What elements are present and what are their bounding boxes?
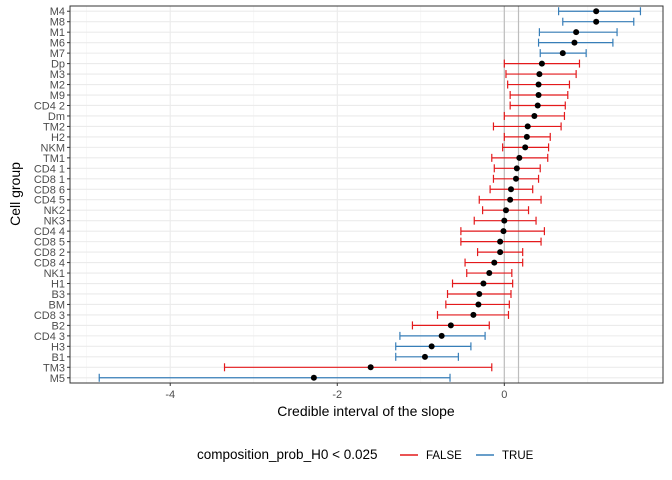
y-tick-label: NK1 <box>44 268 65 280</box>
estimate-point-h3 <box>428 343 435 350</box>
estimate-point-nk1 <box>486 270 493 277</box>
y-tick-label: CD8 3 <box>34 310 65 322</box>
y-tick-label: Dp <box>51 59 65 71</box>
y-tick-label: NKM <box>41 142 65 154</box>
estimate-point-cd4-2 <box>534 102 541 109</box>
y-tick-label: B1 <box>52 352 65 364</box>
y-tick-label: M1 <box>50 27 65 39</box>
y-tick-label: NK2 <box>44 205 65 217</box>
y-tick-label: B2 <box>52 320 65 332</box>
y-tick-label: M6 <box>50 38 65 50</box>
y-tick-label: H3 <box>51 341 65 353</box>
estimate-point-cd4-1 <box>513 165 520 172</box>
x-tick-label: -4 <box>165 389 175 401</box>
legend-title: composition_prob_H0 < 0.025 <box>197 447 378 462</box>
estimate-point-m7 <box>559 50 566 57</box>
estimate-point-cd8-3 <box>470 311 477 318</box>
estimate-point-tm3 <box>367 364 374 371</box>
y-tick-label: Dm <box>48 111 65 123</box>
y-tick-label: TM1 <box>43 153 65 165</box>
x-tick-label: -2 <box>332 389 342 401</box>
y-tick-label: CD8 6 <box>34 184 65 196</box>
estimate-point-h1 <box>480 280 487 287</box>
estimate-point-b2 <box>447 322 454 329</box>
y-tick-label: CD4 3 <box>34 331 65 343</box>
y-tick-label: CD8 5 <box>34 237 65 249</box>
legend-label-true: TRUE <box>502 450 534 462</box>
x-axis-ticks: -4 -2 0 <box>165 383 507 401</box>
y-tick-label: M7 <box>50 48 65 60</box>
estimate-point-cd8-4 <box>491 259 498 266</box>
y-tick-label: TM2 <box>43 121 65 133</box>
estimate-point-nk2 <box>502 207 509 214</box>
panel-border <box>69 5 664 384</box>
estimate-point-b3 <box>476 290 483 297</box>
legend: composition_prob_H0 < 0.025 FALSE TRUE <box>197 447 534 462</box>
y-tick-label: CD8 4 <box>34 258 65 270</box>
y-tick-label: CD4 1 <box>34 163 65 175</box>
y-tick-label: M9 <box>50 90 65 102</box>
x-axis-title: Credible interval of the slope <box>277 403 455 419</box>
y-tick-label: CD8 2 <box>34 247 65 259</box>
estimate-point-m4 <box>593 8 600 15</box>
estimate-point-b1 <box>421 353 428 360</box>
errorbar-m5 <box>98 373 451 382</box>
legend-entry-false: FALSE <box>400 450 462 462</box>
errorbar-m4 <box>557 7 642 16</box>
y-tick-label: H2 <box>51 132 65 144</box>
y-tick-label: CD8 1 <box>34 174 65 186</box>
x-tick-label: 0 <box>501 389 507 401</box>
estimate-point-nk3 <box>501 217 508 224</box>
estimate-point-cd4-5 <box>507 196 514 203</box>
y-tick-label: TM3 <box>43 362 65 374</box>
estimate-point-nkm <box>522 144 529 151</box>
y-axis-title: Cell group <box>7 162 23 226</box>
y-tick-label: H1 <box>51 279 65 291</box>
estimate-point-tm2 <box>524 123 531 130</box>
estimate-point-tm1 <box>516 154 523 161</box>
estimate-point-cd8-2 <box>497 249 504 256</box>
estimate-point-m3 <box>536 71 543 78</box>
estimate-point-cd8-1 <box>513 175 520 182</box>
estimate-point-dp <box>538 60 545 67</box>
estimate-point-cd4-4 <box>500 228 507 235</box>
reference-lines <box>503 6 520 383</box>
y-tick-label: NK3 <box>44 216 65 228</box>
y-tick-label: M4 <box>50 6 65 18</box>
estimate-point-dm <box>531 112 538 119</box>
estimate-point-m8 <box>593 18 600 25</box>
y-tick-label: M5 <box>50 373 65 385</box>
y-tick-label: M8 <box>50 17 65 29</box>
legend-entry-true: TRUE <box>476 450 534 462</box>
y-tick-label: M2 <box>50 80 65 92</box>
estimate-point-m1 <box>573 29 580 36</box>
y-tick-label: B3 <box>52 289 65 301</box>
y-tick-label: CD4 4 <box>34 226 65 238</box>
estimate-point-m6 <box>571 39 578 46</box>
y-tick-label: BM <box>49 299 66 311</box>
estimate-point-m9 <box>535 92 542 99</box>
errorbar-tm3 <box>223 363 493 372</box>
y-tick-label: CD4 5 <box>34 195 65 207</box>
estimate-point-cd4-3 <box>438 332 445 339</box>
legend-label-false: FALSE <box>426 450 462 462</box>
estimate-points <box>310 8 600 381</box>
panel-background <box>70 6 663 383</box>
estimate-point-m2 <box>535 81 542 88</box>
estimate-point-m5 <box>310 374 317 381</box>
estimate-point-cd8-6 <box>507 186 514 193</box>
y-tick-label: CD4 2 <box>34 100 65 112</box>
y-tick-label: M3 <box>50 69 65 81</box>
estimate-point-bm <box>475 301 482 308</box>
estimate-point-cd8-5 <box>497 238 504 245</box>
estimate-point-h2 <box>523 133 530 140</box>
